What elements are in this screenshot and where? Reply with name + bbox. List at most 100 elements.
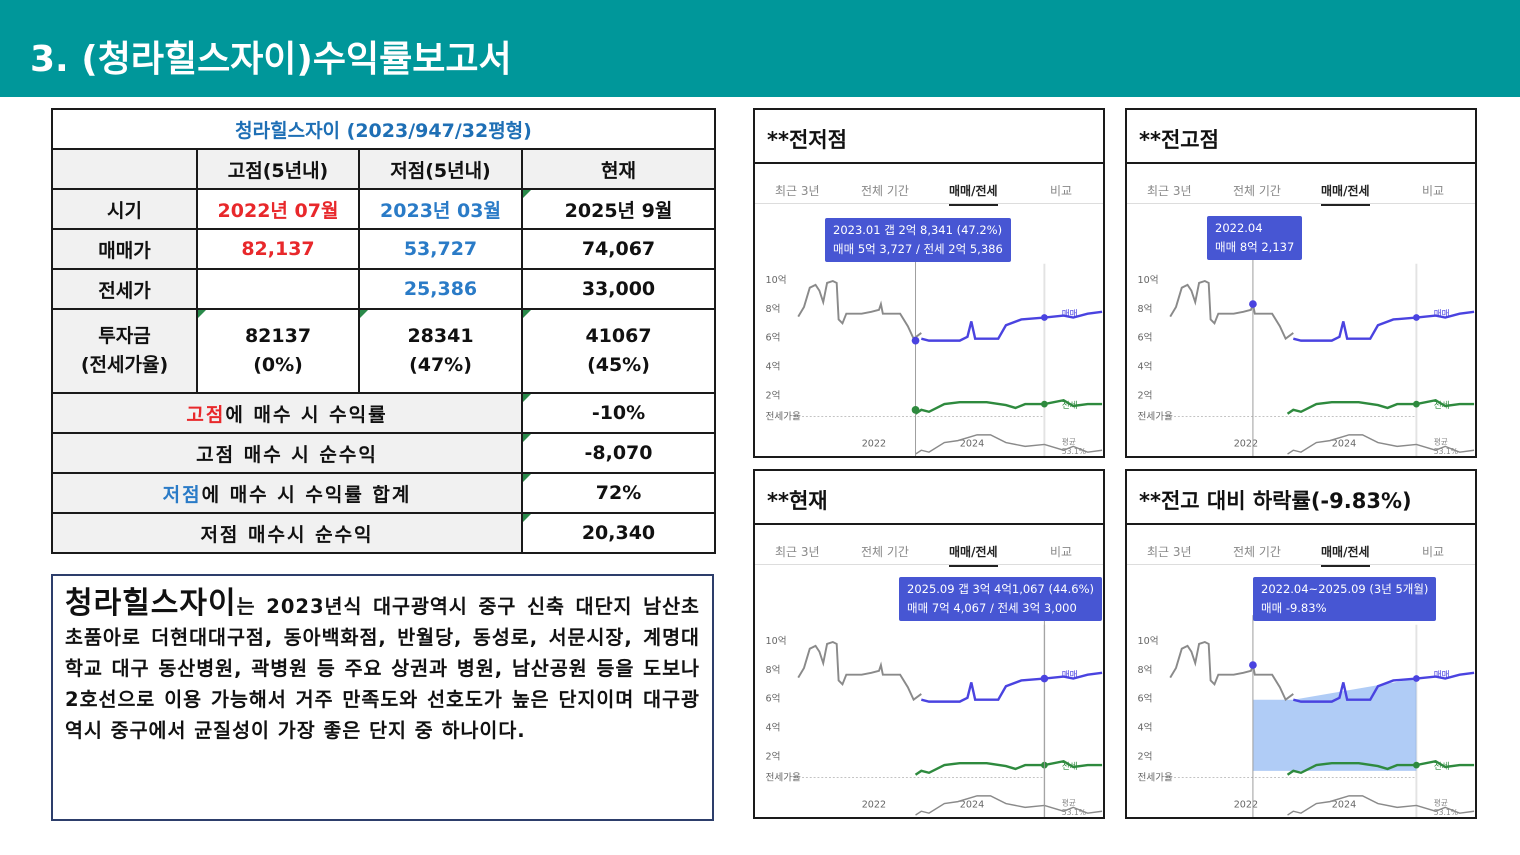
x-tick-label: 2024 <box>960 438 984 449</box>
jeonse-legend-label: 전세 <box>1434 761 1450 772</box>
chart-tab[interactable]: 비교 <box>1050 184 1073 198</box>
chart-tab[interactable]: 매매/전세 <box>1321 182 1370 206</box>
chart-panel-high: **전고점 최근 3년 전체 기간 매매/전세 비교 10억 8억 6억 4억 2억 전세가율 202… <box>1125 108 1477 458</box>
chart-tab[interactable]: 매매/전세 <box>1321 543 1370 567</box>
sale-series-line <box>921 671 1103 703</box>
chart-tab[interactable]: 최근 3년 <box>1147 545 1192 559</box>
page-header: 3. (청라힐스자이)수익률보고서 <box>0 0 1520 97</box>
summary-text-high: 에 매수 시 수익률 <box>225 403 388 426</box>
chart-tab[interactable]: 전체 기간 <box>1233 184 1281 198</box>
chart-tab[interactable]: 전체 기간 <box>1233 545 1281 559</box>
chart-tab[interactable]: 최근 3년 <box>775 545 820 559</box>
chart-tooltip: 2022.04~2025.09 (3년 5개월) 매매 -9.83% <box>1253 577 1437 621</box>
y-tick-label: 전세가율 <box>766 411 802 422</box>
sale-series-line <box>921 310 1103 342</box>
y-tick-label: 2억 <box>766 389 781 401</box>
summary-label-low-return: 저점에 매수 시 수익률 합계 <box>51 472 523 514</box>
sale-legend-label: 매매 <box>1434 309 1450 320</box>
chart-tabs: 최근 3년 전체 기간 매매/전세 비교 <box>755 176 1103 206</box>
table-title: 청라힐스자이 (2023/947/32평형) <box>51 108 716 150</box>
ratio-series-line <box>915 795 1103 816</box>
avg-value: 53.1% <box>1434 447 1458 456</box>
chart-tab[interactable]: 비교 <box>1422 545 1445 559</box>
period-current-value: 2025년 9월 <box>564 199 673 222</box>
avg-value: 53.1% <box>1434 808 1458 817</box>
chart-panel-title: **전고 대비 하락률(-9.83%) <box>1127 471 1475 525</box>
chart-tab[interactable]: 매매/전세 <box>949 543 998 567</box>
sale-series-line <box>1293 310 1475 342</box>
invest-high-amount: 82137 <box>244 325 312 347</box>
summary-value-low-profit: 20,340 <box>521 512 716 554</box>
summary-label-high-profit: 고점 매수 시 순수익 <box>51 432 523 474</box>
summary-value-high-return: -10% <box>521 392 716 434</box>
y-tick-label: 4억 <box>766 360 781 372</box>
chart-tooltip: 2023.01 갭 2억 8,341 (47.2%) 매매 5억 3,727 / … <box>825 218 1011 262</box>
jeonse-legend-label: 전세 <box>1062 400 1078 411</box>
sale-high: 82,137 <box>196 228 360 270</box>
tooltip-line-1: 2023.01 갭 2억 8,341 (47.2%) <box>833 223 1003 237</box>
y-tick-label: 8억 <box>1138 664 1153 676</box>
chart-tab[interactable]: 최근 3년 <box>775 184 820 198</box>
chart-panel-title: **전고점 <box>1127 110 1475 164</box>
tooltip-line-1: 2022.04~2025.09 (3년 5개월) <box>1261 582 1429 596</box>
y-tick-label: 2억 <box>766 750 781 762</box>
invest-low-amount: 28341 <box>407 325 474 347</box>
avg-label: 평균 <box>1434 436 1448 446</box>
chart-panel-low: **전저점 최근 3년 전체 기간 매매/전세 비교 10억 8억 6억 4억 2억 전세가율 202… <box>753 108 1105 458</box>
description-lead: 청라힐스자이 <box>65 586 237 621</box>
chart-tab[interactable]: 최근 3년 <box>1147 184 1192 198</box>
chart-tooltip: 2025.09 갭 3억 4억1,067 (44.6%) 매매 7억 4,067 … <box>899 577 1102 621</box>
period-low: 2023년 03월 <box>358 188 523 230</box>
marker-dot <box>911 336 920 345</box>
returns-table: 청라힐스자이 (2023/947/32평형) 고점(5년내) 저점(5년내) 현… <box>51 108 716 554</box>
row-label-period: 시기 <box>51 188 198 230</box>
summary-value-0: -10% <box>591 402 646 424</box>
row-label-sale: 매매가 <box>51 228 198 270</box>
chart-panel-title: **전저점 <box>755 110 1103 164</box>
y-tick-label: 4억 <box>1138 360 1153 372</box>
marker-dot <box>1040 674 1049 683</box>
header-empty <box>51 148 198 190</box>
tooltip-line-2: 매매 5억 3,727 / 전세 2억 5,386 <box>833 242 1003 256</box>
chart-tab[interactable]: 비교 <box>1050 545 1073 559</box>
avg-value: 53.1% <box>1062 808 1086 817</box>
sale-end-dot <box>1413 675 1420 682</box>
y-tick-label: 8억 <box>766 303 781 315</box>
sale-legend-label: 매매 <box>1434 670 1450 681</box>
x-tick-label: 2024 <box>1332 438 1356 449</box>
y-tick-label: 4억 <box>766 721 781 733</box>
chart-tab[interactable]: 전체 기간 <box>861 545 909 559</box>
y-tick-label: 6억 <box>1138 332 1153 344</box>
x-tick-label: 2024 <box>1332 799 1356 810</box>
avg-label: 평균 <box>1434 797 1448 807</box>
chart-tab[interactable]: 매매/전세 <box>949 182 998 206</box>
jeonse-series-line <box>1286 398 1475 415</box>
invest-high: 82137 (0%) <box>196 308 360 394</box>
chart-tabs: 최근 3년 전체 기간 매매/전세 비교 <box>1127 176 1475 206</box>
jeonse-legend-label: 전세 <box>1434 400 1450 411</box>
chart-tab[interactable]: 전체 기간 <box>861 184 909 198</box>
y-tick-label: 4억 <box>1138 721 1153 733</box>
chart-panel-title: **현재 <box>755 471 1103 525</box>
y-tick-label: 2억 <box>1138 750 1153 762</box>
period-current: 2025년 9월 <box>521 188 716 230</box>
description-box: 청라힐스자이는 2023년식 대구광역시 중구 신축 대단지 남산초 초품아로 … <box>51 574 714 821</box>
chart-tab[interactable]: 비교 <box>1422 184 1445 198</box>
y-tick-label: 6억 <box>766 332 781 344</box>
x-tick-label: 2022 <box>862 799 886 810</box>
history-sale-line <box>1169 279 1294 341</box>
y-tick-label: 8억 <box>1138 303 1153 315</box>
ratio-series-line <box>915 434 1103 455</box>
jeonse-series-line <box>914 398 1103 415</box>
summary-value-high-profit: -8,070 <box>521 432 716 474</box>
y-tick-label: 6억 <box>1138 693 1153 705</box>
summary-prefix-high: 고점 <box>186 403 226 426</box>
avg-value: 53.1% <box>1062 447 1086 456</box>
y-tick-label: 10억 <box>1138 635 1159 647</box>
invest-current: 41067 (45%) <box>521 308 716 394</box>
jeonse-series-line <box>1286 759 1475 776</box>
y-tick-label: 6억 <box>766 693 781 705</box>
tooltip-line-2: 매매 8억 2,137 <box>1215 240 1295 254</box>
